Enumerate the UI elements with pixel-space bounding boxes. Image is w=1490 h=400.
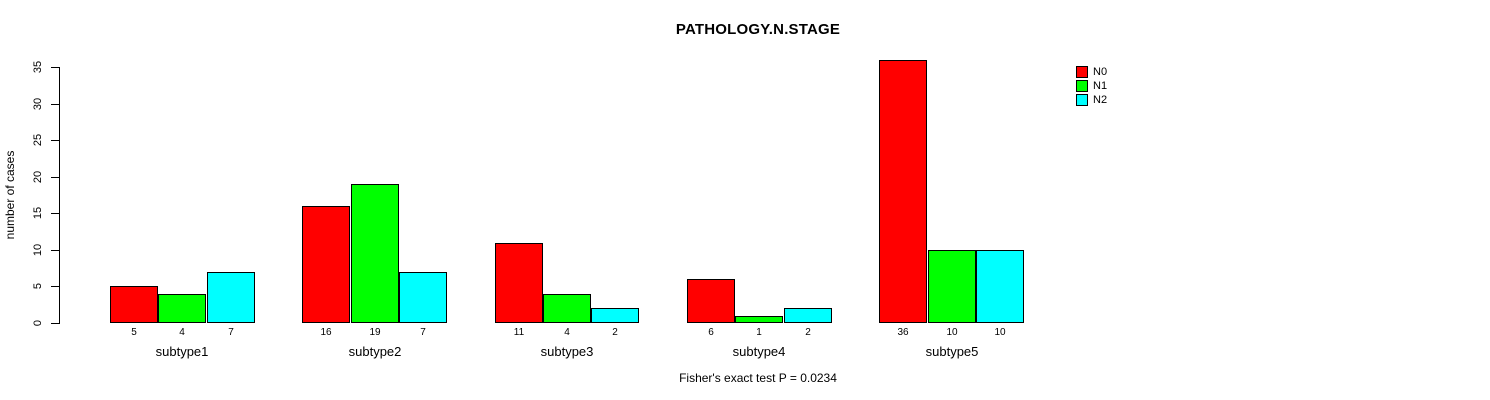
bar-N2-subtype2 <box>399 272 447 323</box>
bar-N2-subtype1 <box>207 272 255 323</box>
legend-row: N0 <box>1076 66 1107 78</box>
bar-N2-subtype3 <box>591 308 639 323</box>
bar-N0-subtype4 <box>687 279 735 323</box>
bar-N1-subtype1 <box>158 294 206 323</box>
bar-N2-subtype4 <box>784 308 832 323</box>
y-tick <box>51 323 59 324</box>
bar-value-label: 19 <box>369 327 381 338</box>
bar-value-label: 6 <box>708 327 714 338</box>
category-label: subtype1 <box>155 344 209 359</box>
bar-value-label: 7 <box>228 327 234 338</box>
y-tick <box>51 104 59 105</box>
y-tick-label: 35 <box>32 60 44 74</box>
legend-row: N1 <box>1076 80 1107 92</box>
y-tick <box>51 286 59 287</box>
bar-value-label: 2 <box>805 327 811 338</box>
bar-N1-subtype2 <box>351 184 399 323</box>
bar-N1-subtype4 <box>735 316 783 323</box>
y-tick <box>51 250 59 251</box>
chart-title: PATHOLOGY.N.STAGE <box>675 21 841 38</box>
bar-value-label: 7 <box>420 327 426 338</box>
bar-value-label: 1 <box>756 327 762 338</box>
bar-N0-subtype1 <box>110 286 158 323</box>
category-label: subtype5 <box>925 344 979 359</box>
y-tick-label: 15 <box>32 206 44 220</box>
y-axis-label: number of cases <box>3 150 17 240</box>
y-tick-label: 25 <box>32 133 44 147</box>
bar-N1-subtype5 <box>928 250 976 323</box>
legend-label: N0 <box>1093 66 1108 78</box>
bar-N0-subtype2 <box>302 206 350 323</box>
legend-swatch <box>1076 66 1088 78</box>
y-tick <box>51 177 59 178</box>
y-tick <box>51 140 59 141</box>
legend-swatch <box>1076 80 1088 92</box>
bar-value-label: 5 <box>131 327 137 338</box>
bar-value-label: 4 <box>564 327 570 338</box>
bar-N2-subtype5 <box>976 250 1024 323</box>
legend-swatch <box>1076 94 1088 106</box>
bar-value-label: 10 <box>946 327 958 338</box>
annotation-text: Fisher's exact test P = 0.0234 <box>679 371 837 385</box>
bar-N0-subtype3 <box>495 243 543 323</box>
legend-row: N2 <box>1076 94 1107 106</box>
bar-value-label: 4 <box>179 327 185 338</box>
y-tick-label: 0 <box>32 319 44 327</box>
bar-value-label: 2 <box>612 327 618 338</box>
y-tick-label: 30 <box>32 97 44 111</box>
y-axis-line <box>59 67 60 324</box>
bar-value-label: 11 <box>513 327 525 338</box>
bar-value-label: 10 <box>994 327 1006 338</box>
y-tick <box>51 213 59 214</box>
y-tick-label: 5 <box>32 282 44 290</box>
category-label: subtype4 <box>732 344 786 359</box>
y-tick-label: 20 <box>32 170 44 184</box>
bar-N0-subtype5 <box>879 60 927 323</box>
legend-label: N2 <box>1093 94 1108 106</box>
bar-value-label: 16 <box>320 327 332 338</box>
category-label: subtype3 <box>540 344 594 359</box>
y-tick <box>51 67 59 68</box>
y-tick-label: 10 <box>32 243 44 257</box>
legend: N0 N1 N2 <box>1076 66 1107 108</box>
category-label: subtype2 <box>348 344 402 359</box>
bar-N1-subtype3 <box>543 294 591 323</box>
legend-label: N1 <box>1093 80 1108 92</box>
bar-value-label: 36 <box>897 327 909 338</box>
